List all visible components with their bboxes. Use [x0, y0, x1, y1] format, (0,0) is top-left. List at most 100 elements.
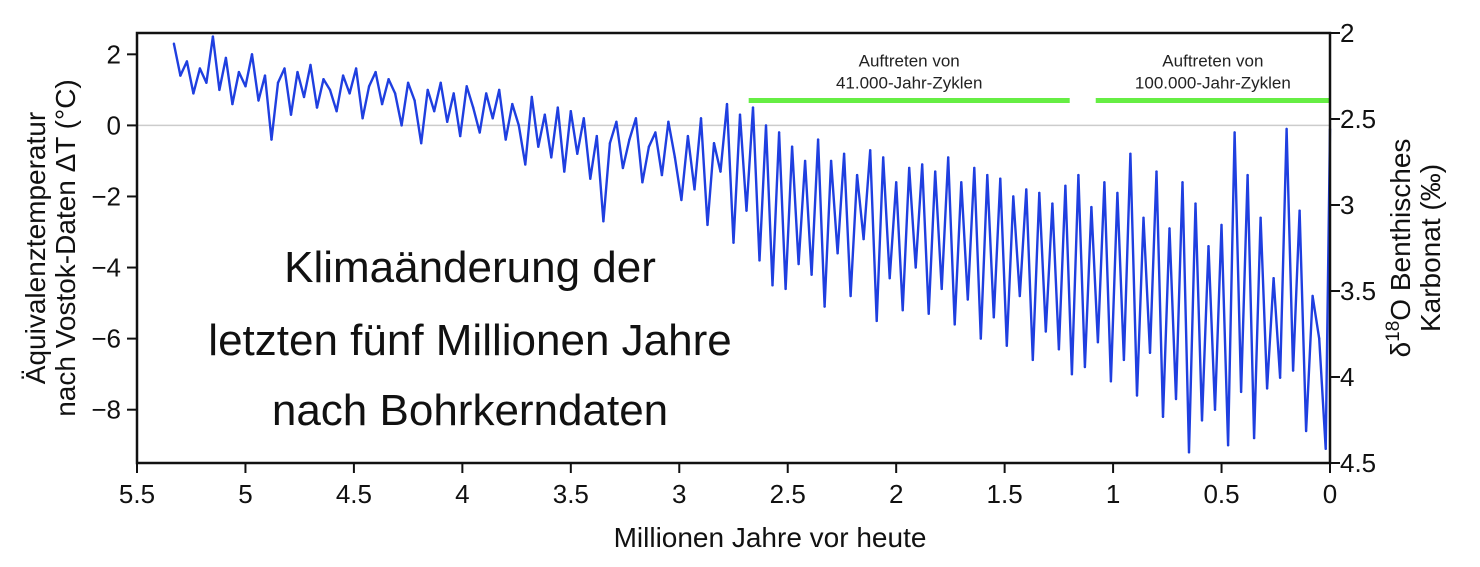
data-point — [1304, 429, 1308, 433]
data-point — [771, 284, 774, 287]
x-tick-label: 1 — [1106, 479, 1120, 509]
data-point — [263, 74, 267, 77]
annotations: Auftreten von 41.000-Jahr-Zyklen Auftreten… — [748, 52, 1330, 104]
data-point — [628, 138, 631, 141]
data-point — [1005, 344, 1008, 347]
data-point — [1129, 152, 1132, 155]
data-point — [751, 106, 755, 109]
data-point — [1265, 387, 1269, 390]
left-tick-label: −6 — [91, 324, 121, 354]
data-point — [491, 117, 494, 120]
data-point — [641, 181, 644, 184]
data-point — [1174, 397, 1178, 401]
data-point — [634, 117, 638, 120]
x-tick-label: 5.5 — [119, 479, 155, 509]
data-point — [1109, 380, 1113, 383]
data-point — [244, 85, 247, 88]
data-point — [869, 149, 872, 152]
x-tick-label: 4 — [455, 479, 469, 509]
right-tick-label: 2.5 — [1340, 104, 1376, 134]
left-axis-title-line1: Äquivalenztemperatur — [20, 112, 51, 384]
data-point — [511, 102, 514, 106]
data-point — [452, 92, 455, 95]
data-point — [1155, 170, 1158, 173]
data-point — [1187, 451, 1191, 454]
data-point — [979, 337, 982, 340]
data-point — [829, 159, 833, 163]
data-point — [1148, 351, 1152, 354]
data-point — [1025, 188, 1028, 191]
data-point — [686, 134, 690, 138]
data-point — [1311, 294, 1314, 298]
data-point — [719, 170, 722, 173]
data-point — [1051, 202, 1054, 205]
data-point — [276, 81, 280, 85]
data-point — [914, 266, 917, 269]
data-point — [459, 134, 462, 138]
x-axis-title: Millionen Jahre vor heute — [614, 522, 927, 553]
data-point — [862, 237, 865, 241]
data-point — [1057, 348, 1061, 351]
data-point — [895, 181, 898, 184]
chart-title-line1: Klimaänderung der — [284, 243, 656, 292]
data-point — [1278, 376, 1282, 379]
left-tick-label: −2 — [91, 181, 121, 211]
data-point — [211, 35, 215, 38]
data-point — [283, 67, 286, 70]
data-point — [530, 95, 533, 99]
data-point — [485, 92, 488, 95]
data-point — [1064, 184, 1067, 187]
right-tick-label: 3.5 — [1340, 276, 1376, 306]
left-tick-label: −4 — [91, 253, 121, 283]
data-point — [654, 131, 657, 134]
data-point — [1298, 209, 1301, 212]
data-point — [680, 198, 683, 202]
data-point — [660, 173, 664, 177]
data-point — [1044, 330, 1048, 333]
x-tick-label: 3 — [672, 479, 686, 509]
data-point — [1220, 223, 1223, 227]
data-point — [387, 78, 390, 81]
data-point — [953, 323, 956, 326]
data-point — [595, 134, 598, 138]
data-point — [198, 67, 202, 70]
plot-frame — [135, 31, 1332, 465]
right-tick-label: 4 — [1340, 362, 1354, 392]
delta-symbol: δ — [1385, 342, 1416, 358]
data-point — [478, 131, 481, 134]
data-point — [426, 88, 429, 92]
x-tick-label: 4.5 — [336, 479, 372, 509]
data-point — [1012, 195, 1015, 198]
data-point — [354, 67, 358, 70]
data-point — [602, 220, 605, 223]
data-point — [400, 124, 403, 127]
data-point — [537, 145, 540, 148]
data-point — [289, 113, 293, 116]
data-point — [335, 110, 338, 113]
data-point — [901, 309, 904, 312]
annotation-label-line2: 41.000-Jahr-Zyklen — [836, 74, 982, 93]
x-tick-label: 0 — [1323, 479, 1337, 509]
data-point — [823, 305, 826, 308]
data-point — [732, 241, 735, 244]
data-point — [1168, 227, 1171, 230]
data-point — [309, 63, 312, 67]
data-point — [1324, 447, 1327, 450]
data-point — [758, 259, 761, 262]
data-point — [472, 106, 475, 109]
data-point — [524, 163, 527, 166]
data-point — [738, 113, 742, 116]
data-point — [257, 99, 260, 102]
data-point — [927, 312, 930, 315]
data-point — [849, 294, 852, 298]
data-point — [205, 81, 208, 85]
data-point — [986, 173, 989, 177]
data-point — [888, 277, 891, 280]
data-point — [569, 110, 572, 113]
data-point — [699, 117, 703, 120]
x-tick-label: 3.5 — [553, 479, 589, 509]
x-tick-label: 0.5 — [1203, 479, 1239, 509]
right-tick-label: 2 — [1340, 18, 1354, 48]
x-tick-label: 1.5 — [987, 479, 1023, 509]
